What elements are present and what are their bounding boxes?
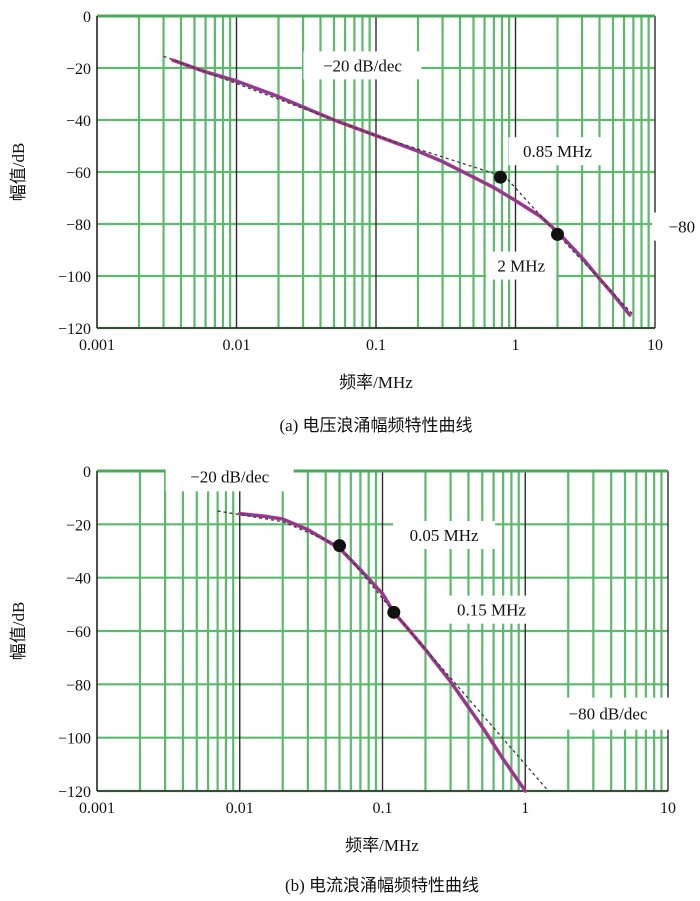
annotation-label: 0.05 MHz (410, 526, 479, 545)
annotation-box (443, 595, 540, 624)
annotation-label: −20 dB/dec (323, 56, 402, 75)
y-tick-label: −120 (58, 321, 91, 338)
y-tick-label: −60 (66, 165, 91, 182)
x-tick-labels: 0.001 0.01 0.1 1 10 (79, 800, 676, 817)
y-tick-label: −80 (66, 217, 91, 234)
x-tick-label: 0.1 (373, 800, 393, 817)
annotation-box (165, 461, 294, 492)
annotation-box (652, 212, 700, 241)
y-tick-labels: 0 −20 −40 −60 −80 −100 −120 (58, 9, 91, 338)
breakpoint-marker (550, 227, 564, 241)
breakpoint-marker (387, 605, 401, 619)
annotation-layer: −20 dB/dec 0.85 MHz −80 dB/dec 2 MHz (303, 51, 700, 280)
series-layer (163, 55, 634, 317)
y-tick-label: −60 (66, 624, 91, 641)
annotation-label: 0.85 MHz (523, 142, 592, 161)
annotation-label: −80 dB/dec (669, 218, 700, 237)
y-tick-label: 0 (83, 9, 91, 26)
x-tick-label: 10 (647, 337, 663, 354)
chart-caption: (a) 电压浪涌幅频特性曲线 (279, 416, 472, 435)
x-tick-label: 0.001 (79, 800, 115, 817)
x-tick-label: 1 (512, 337, 520, 354)
y-tick-label: −80 (66, 677, 91, 694)
x-tick-labels: 0.001 0.01 0.1 1 10 (79, 337, 663, 354)
y-tick-label: −20 (66, 517, 91, 534)
x-tick-label: 0.001 (79, 337, 115, 354)
y-tick-label: −40 (66, 571, 91, 588)
annotation-box (486, 251, 557, 280)
y-tick-labels: 0 −20 −40 −60 −80 −100 −120 (58, 464, 91, 801)
chart-b: −20 dB/dec 0.05 MHz 0.15 MHz −80 dB/dec 0.0… (9, 461, 676, 895)
annotation-box (303, 51, 422, 80)
annotation-label: −80 dB/dec (569, 705, 648, 724)
chart-caption: (b) 电流浪涌幅频特性曲线 (285, 876, 479, 895)
y-axis-label: 幅值/dB (9, 602, 28, 661)
x-tick-label: 0.01 (223, 337, 251, 354)
y-tick-label: −100 (58, 731, 91, 748)
x-tick-label: 1 (521, 800, 529, 817)
grid (96, 14, 656, 330)
annotation-label: −20 dB/dec (190, 467, 269, 486)
x-axis-label: 频率/MHz (345, 836, 419, 855)
x-tick-label: 0.01 (226, 800, 254, 817)
annotation-label: 0.15 MHz (457, 601, 526, 620)
y-tick-label: −40 (66, 113, 91, 130)
asymptote-line (163, 55, 634, 316)
measured-curve-core (172, 59, 631, 316)
x-tick-label: 10 (660, 800, 676, 817)
x-axis-label: 频率/MHz (339, 373, 413, 392)
measured-curve-core (239, 513, 526, 792)
points-layer (333, 539, 401, 619)
x-tick-label: 0.1 (366, 337, 386, 354)
annotation-box (542, 697, 675, 730)
annotation-layer: −20 dB/dec 0.05 MHz 0.15 MHz −80 dB/dec (165, 461, 675, 730)
breakpoint-marker (333, 539, 347, 553)
y-tick-label: −100 (58, 269, 91, 286)
y-tick-label: 0 (83, 464, 91, 481)
y-axis-label: 幅值/dB (9, 143, 28, 202)
y-tick-label: −120 (58, 784, 91, 801)
annotation-box (508, 137, 607, 166)
points-layer (493, 170, 564, 241)
annotation-label: 2 MHz (497, 257, 545, 276)
y-tick-label: −20 (66, 61, 91, 78)
breakpoint-marker (493, 170, 507, 184)
annotation-box (393, 521, 496, 549)
